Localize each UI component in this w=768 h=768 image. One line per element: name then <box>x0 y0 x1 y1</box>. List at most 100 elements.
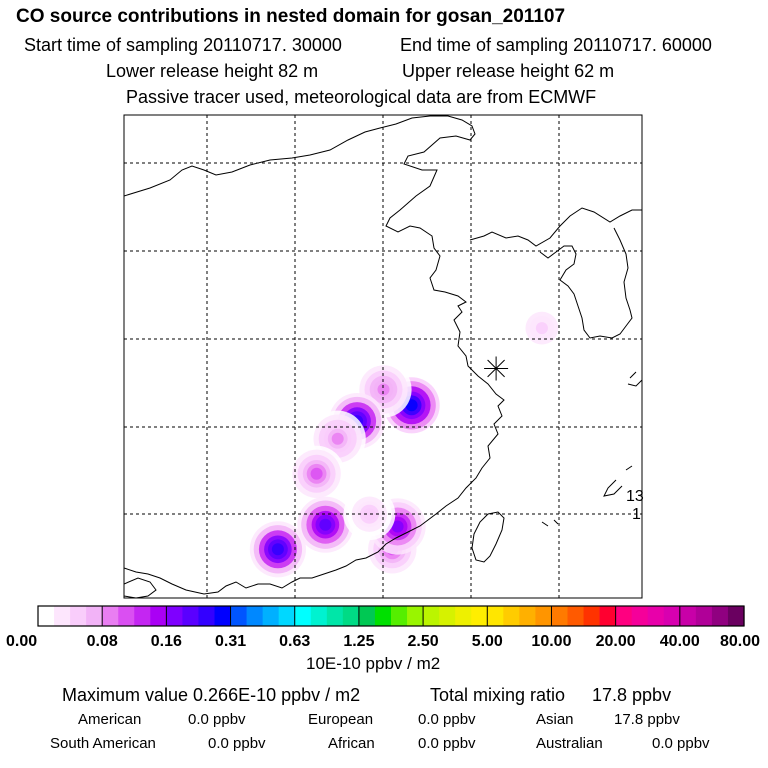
colorbar: 0.00 0.08 0.16 0.31 0.63 1.25 2.50 5.00 10.00 20.… <box>6 605 760 650</box>
concentration-field <box>249 304 566 578</box>
colorbar-cell <box>551 606 569 626</box>
colorbar-cell <box>519 606 537 626</box>
coastline-korea <box>469 207 642 339</box>
region-name-australian: Australian <box>536 735 603 752</box>
colorbar-cell <box>182 606 200 626</box>
colorbar-tick-label: 20.00 <box>596 633 636 650</box>
colorbar-cell <box>214 606 232 626</box>
colorbar-cell <box>198 606 216 626</box>
colorbar-cell <box>166 606 184 626</box>
colorbar-cell <box>711 606 729 626</box>
colorbar-tick-label: 0.16 <box>151 633 182 650</box>
coastlines <box>124 115 642 598</box>
colorbar-tick-label: 0.08 <box>87 633 118 650</box>
colorbar-cell <box>134 606 151 626</box>
colorbar-cell <box>326 606 344 626</box>
colorbar-tick-label: 2.50 <box>408 633 439 650</box>
colorbar-cell <box>150 606 167 626</box>
colorbar-cell <box>407 606 424 626</box>
colorbar-cell <box>631 606 649 626</box>
region-value-american: 0.0 ppbv <box>188 711 246 728</box>
total-mixing-ratio-value: 17.8 ppbv <box>592 685 672 705</box>
colorbar-cell <box>423 606 440 626</box>
coastline-taiwan <box>471 511 505 563</box>
total-mixing-ratio-label: Total mixing ratio <box>430 685 566 705</box>
plume-contour <box>331 432 344 445</box>
region-value-european: 0.0 ppbv <box>418 711 476 728</box>
region-name-south-american: South American <box>50 735 156 752</box>
colorbar-cell <box>535 606 553 626</box>
colorbar-cell <box>246 606 264 626</box>
lower-release-height: Lower release height 82 m <box>106 61 319 81</box>
colorbar-unit-label: 10E-10 ppbv / m2 <box>306 654 441 673</box>
colorbar-cell <box>471 606 488 626</box>
region-value-african: 0.0 ppbv <box>418 735 476 752</box>
colorbar-cell <box>615 606 633 626</box>
colorbar-tick-label: 5.00 <box>472 633 503 650</box>
colorbar-tick-label: 80.00 <box>720 633 760 650</box>
colorbar-cell <box>38 606 55 626</box>
coastline-hainan <box>124 577 157 598</box>
colorbar-cell <box>262 606 280 626</box>
colorbar-cell <box>342 606 360 626</box>
colorbar-cell <box>567 606 585 626</box>
plot-frame <box>123 114 643 599</box>
region-name-african: African <box>328 735 375 752</box>
colorbar-cell <box>679 606 697 626</box>
plume-contour <box>405 399 418 412</box>
start-time: Start time of sampling 20110717. 30000 <box>24 35 342 55</box>
tracer-note: Passive tracer used, meteorological data… <box>126 87 597 107</box>
colorbar-cell <box>358 606 376 626</box>
map-plot: 13 1 <box>123 114 644 599</box>
colorbar-cell <box>310 606 328 626</box>
colorbar-tick-label: 0.63 <box>279 633 310 650</box>
colorbar-cell <box>70 606 87 626</box>
colorbar-cells <box>38 606 745 626</box>
colorbar-tick-label: 40.00 <box>660 633 700 650</box>
plume-contour <box>391 520 404 533</box>
colorbar-tick-label: 0.31 <box>215 633 246 650</box>
map-edge-label: 13 <box>626 488 644 505</box>
colorbar-tick-label: 10.00 <box>531 633 571 650</box>
coastline-japan <box>541 371 642 527</box>
colorbar-tick-label: 0.00 <box>6 633 37 650</box>
receptor-star-icon <box>484 356 509 381</box>
colorbar-cell <box>583 606 601 626</box>
colorbar-cell <box>727 606 745 626</box>
region-value-south-american: 0.0 ppbv <box>208 735 266 752</box>
plume-contour <box>319 518 332 531</box>
region-name-asian: Asian <box>536 711 574 728</box>
receptor-star-stroke <box>487 359 505 378</box>
colorbar-cell <box>102 606 119 626</box>
colorbar-cell <box>278 606 296 626</box>
graticule <box>124 115 642 598</box>
upper-release-height: Upper release height 62 m <box>402 61 615 81</box>
region-name-american: American <box>78 711 142 728</box>
plume-contour <box>271 543 284 556</box>
colorbar-cell <box>391 606 408 626</box>
colorbar-tick-labels: 0.00 0.08 0.16 0.31 0.63 1.25 2.50 5.00 10.00 20.… <box>6 633 760 650</box>
colorbar-cell <box>230 606 248 626</box>
coastline-china <box>124 115 505 595</box>
region-value-australian: 0.0 ppbv <box>652 735 710 752</box>
maximum-value: Maximum value 0.266E-10 ppbv / m2 <box>62 685 361 705</box>
region-value-asian: 17.8 ppbv <box>614 711 680 728</box>
colorbar-cell <box>54 606 71 626</box>
colorbar-cell <box>118 606 135 626</box>
colorbar-cell <box>647 606 665 626</box>
plume-contour <box>310 467 323 480</box>
colorbar-cell <box>86 606 103 626</box>
colorbar-cell <box>455 606 472 626</box>
colorbar-cell <box>503 606 520 626</box>
chart-title: CO source contributions in nested domain… <box>16 6 566 27</box>
colorbar-cell <box>663 606 681 626</box>
colorbar-tick-label: 1.25 <box>343 633 374 650</box>
colorbar-cell <box>439 606 456 626</box>
colorbar-cell <box>374 606 392 626</box>
plume-contour <box>535 322 548 335</box>
colorbar-cell <box>599 606 617 626</box>
map-edge-label: 1 <box>632 506 641 523</box>
region-name-european: European <box>308 711 374 728</box>
plume-contour <box>377 383 390 396</box>
end-time: End time of sampling 20110717. 60000 <box>400 35 712 55</box>
